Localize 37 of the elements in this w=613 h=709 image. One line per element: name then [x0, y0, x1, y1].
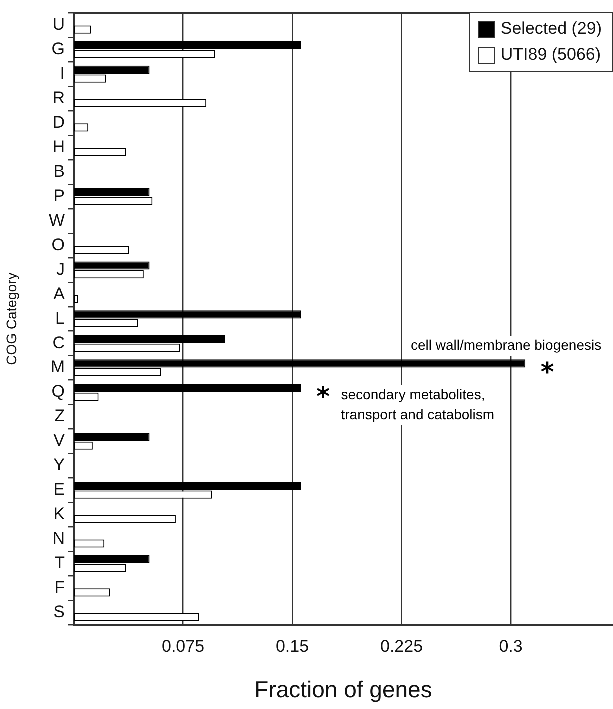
y-tick-label: Z [54, 406, 65, 426]
y-tick-label: U [52, 15, 65, 34]
y-tick-label: K [54, 504, 66, 524]
x-tick-label: 0.15 [276, 636, 310, 656]
annotation: secondary metabolites, transport and catabolism [341, 386, 495, 422]
y-tick-label: D [52, 113, 65, 132]
annotation: * [316, 382, 330, 412]
annotation: cell wall/membrane biogenesis [410, 336, 602, 353]
y-tick-label: Q [52, 382, 65, 402]
y-tick-label: T [54, 554, 65, 573]
y-tick-label: Y [54, 456, 65, 475]
y-tick-label: E [54, 480, 65, 500]
y-tick-label: V [54, 431, 66, 450]
y-axis-title: COG Category [3, 272, 20, 366]
text: UTI89 (5066) [500, 44, 602, 66]
y-tick-label: N [52, 529, 65, 548]
y-tick-label: A [54, 284, 66, 304]
y-tick-label: F [54, 578, 65, 597]
y-tick-label: B [54, 162, 65, 181]
y-tick-label: R [52, 88, 65, 108]
y-tick-label: H [52, 137, 65, 156]
annotation: * [540, 358, 555, 388]
y-tick-label: L [56, 308, 65, 328]
y-tick-label: I [60, 64, 65, 84]
x-tick-label: 0.225 [380, 636, 424, 656]
x-tick-label: 0.3 [499, 636, 523, 656]
x-axis-title: Fraction of genes [254, 676, 432, 703]
y-tick-label: C [52, 333, 65, 352]
y-tick-label: M [50, 358, 65, 377]
y-tick-label: S [54, 602, 65, 622]
x-tick-label: 0.075 [162, 636, 205, 656]
y-tick-label: G [52, 40, 65, 59]
y-tick-label: O [52, 235, 65, 254]
y-tick-label: J [56, 260, 65, 279]
y-tick-label: P [54, 186, 65, 206]
legend-label: Selected (29) [500, 18, 602, 40]
y-tick-label: W [48, 210, 65, 230]
